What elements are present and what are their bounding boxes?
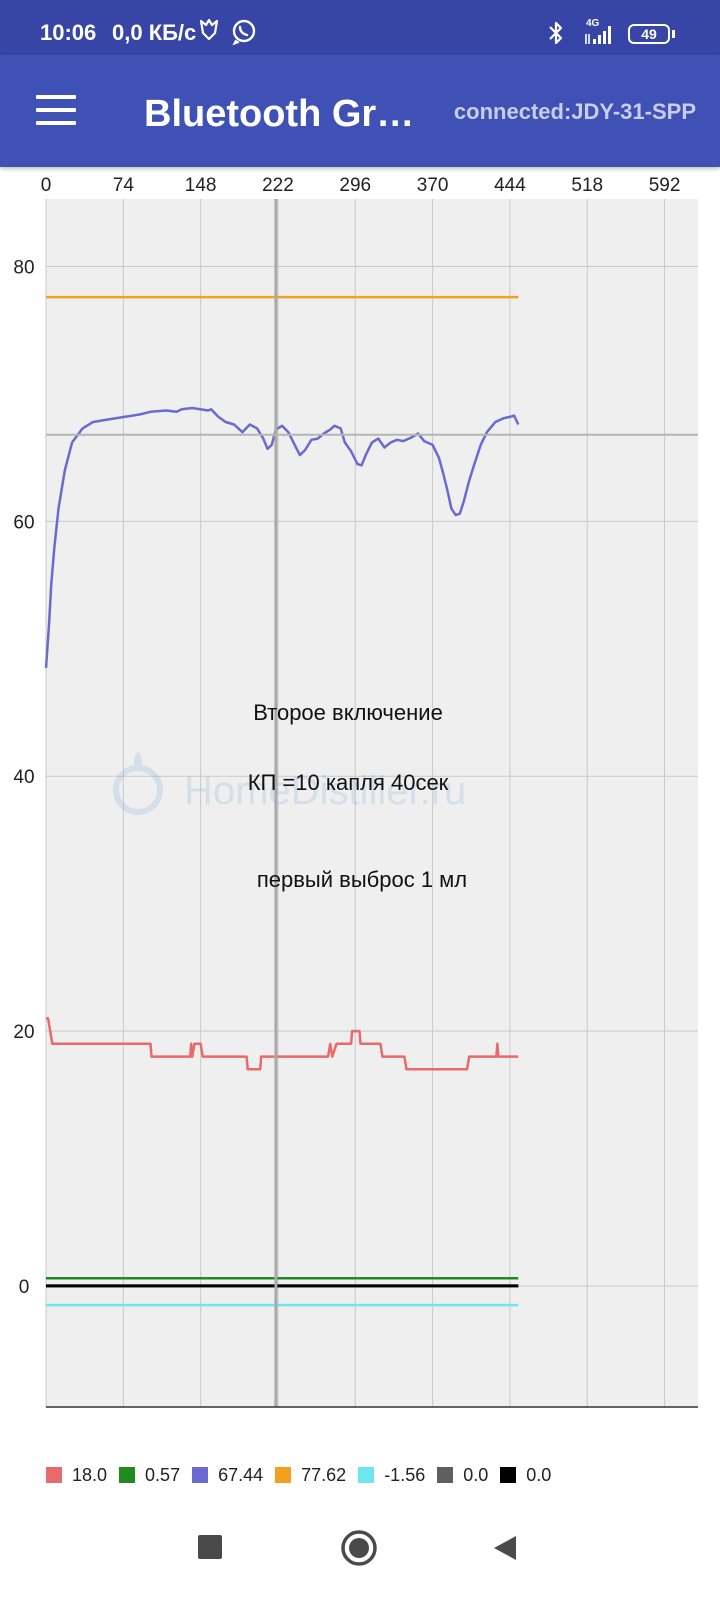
watermark-text: HomeDistiller.ru: [184, 769, 466, 813]
legend-swatch: [192, 1467, 209, 1483]
legend-label: 18.0: [72, 1464, 108, 1485]
legend-item: 0.0: [437, 1465, 488, 1486]
y-tick-label: 20: [13, 1022, 34, 1043]
legend-label: 0.0: [526, 1464, 552, 1485]
legend-item: 77.62: [275, 1465, 346, 1486]
x-tick-label: 148: [185, 175, 217, 196]
series-group: [44, 295, 520, 1307]
x-tick-label: 222: [262, 175, 294, 196]
legend-item: 67.44: [192, 1465, 263, 1486]
x-tick-label: 0: [41, 175, 52, 196]
x-tick-label: 296: [339, 175, 371, 196]
legend-item: 0.0: [500, 1465, 551, 1486]
battery-icon: 49: [628, 24, 670, 44]
legend-swatch: [119, 1467, 136, 1483]
navigation-bar: [0, 1500, 720, 1600]
legend-swatch: [437, 1467, 454, 1483]
x-tick-label: 370: [417, 175, 449, 196]
signal-type-label: 4G: [586, 18, 600, 29]
y-tick-label: 80: [13, 258, 34, 279]
legend-swatch: [275, 1467, 292, 1483]
legend-label: 0.0: [463, 1464, 489, 1485]
connection-status: connected:JDY-31-SPP: [453, 99, 696, 124]
crosshair-cursor[interactable]: [46, 199, 698, 1407]
annotation-text: Второе включение: [253, 700, 443, 725]
legend-label: 0.57: [145, 1464, 181, 1485]
legend-swatch: [500, 1467, 517, 1483]
app-bar: Bluetooth Gr… connected:JDY-31-SPP: [0, 55, 720, 167]
line-chart[interactable]: 0 74 148 222 296 370 444 518 592 0 20 40 60 80 HomeD…: [0, 167, 720, 1462]
legend-label: 67.44: [218, 1464, 264, 1485]
battery-level: 49: [641, 26, 657, 42]
signal-icon: [585, 26, 611, 44]
legend-item: 18.0: [46, 1465, 107, 1486]
legend: 18.0 0.57 67.44 77.62 -1.56 0.0 0.0: [46, 1462, 563, 1488]
whatsapp-icon: [232, 19, 256, 46]
app-title: Bluetooth Gr…: [144, 93, 415, 135]
legend-swatch: [46, 1467, 62, 1483]
status-bar: 10:06 0,0 КБ/с 4G 49: [0, 0, 720, 55]
menu-icon[interactable]: [36, 95, 76, 127]
y-axis-ticks: 0 20 40 60 80: [13, 258, 34, 1298]
y-tick-label: 0: [19, 1277, 30, 1298]
annotation-text: КП =10 капля 40сек: [248, 770, 449, 795]
x-tick-label: 444: [494, 175, 526, 196]
legend-label: -1.56: [384, 1464, 426, 1485]
x-axis-ticks: 0 74 148 222 296 370 444 518 592: [41, 175, 681, 196]
annotation-text: первый выброс 1 мл: [257, 867, 467, 892]
y-tick-label: 60: [13, 512, 34, 533]
battery-tip: [672, 30, 675, 38]
status-net-speed: 0,0 КБ/с: [112, 20, 197, 45]
back-button[interactable]: [492, 1534, 518, 1562]
legend-item: -1.56: [358, 1465, 425, 1486]
legend-item: 0.57: [119, 1465, 180, 1486]
home-button[interactable]: [340, 1529, 378, 1567]
x-tick-label: 518: [571, 175, 603, 196]
series-line-2: [44, 406, 520, 668]
plot-area: [46, 199, 698, 1407]
recents-button[interactable]: [198, 1535, 222, 1559]
y-tick-label: 40: [13, 767, 34, 788]
x-tick-label: 74: [113, 175, 135, 196]
vpn-icon: [199, 18, 219, 41]
series-line-0: [46, 1017, 519, 1071]
bluetooth-icon: [549, 21, 563, 45]
x-tick-label: 592: [649, 175, 681, 196]
legend-label: 77.62: [301, 1464, 347, 1485]
annotations: Второе включение КП =10 капля 40сек первый…: [248, 700, 467, 892]
watermark: HomeDistiller.ru: [113, 751, 466, 815]
status-time: 10:06: [40, 20, 97, 45]
legend-swatch: [358, 1467, 375, 1483]
